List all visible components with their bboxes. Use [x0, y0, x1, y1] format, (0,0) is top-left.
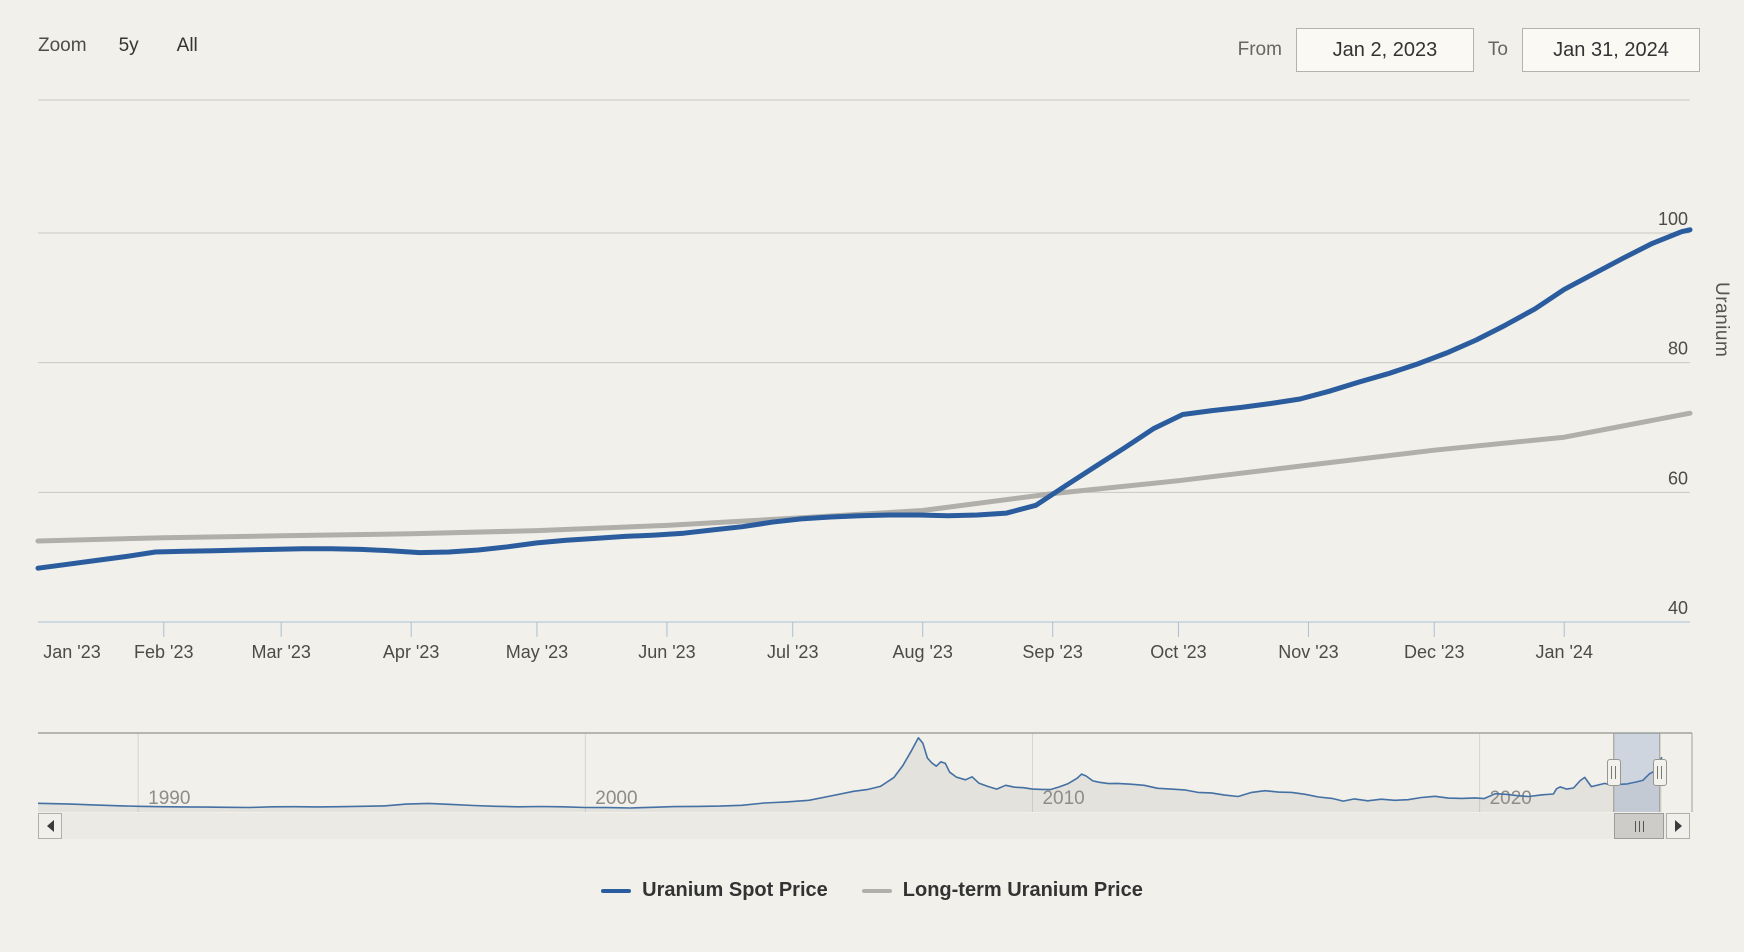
x-axis-label: Apr '23 [383, 642, 439, 662]
legend: Uranium Spot Price Long-term Uranium Pri… [0, 879, 1744, 902]
plot-area[interactable] [38, 100, 1690, 622]
x-axis-label: Jun '23 [638, 642, 695, 662]
x-axis-label: Sep '23 [1022, 642, 1083, 662]
legend-line-swatch-blue [601, 888, 632, 893]
from-label: From [1237, 39, 1282, 60]
date-range-controls: From Jan 2, 2023 To Jan 31, 2024 [1238, 28, 1700, 72]
arrow-left-icon [46, 820, 54, 832]
x-axis-label: Feb '23 [134, 642, 193, 662]
navigator-right-handle[interactable] [1652, 759, 1667, 786]
x-axis-label: Oct '23 [1150, 642, 1206, 662]
to-date-value: Jan 31, 2024 [1553, 38, 1669, 61]
zoom-label: Zoom [38, 35, 87, 56]
to-date-input[interactable]: Jan 31, 2024 [1522, 28, 1700, 72]
navigator-area-fill [38, 737, 1662, 812]
x-axis-label: Dec '23 [1404, 642, 1464, 662]
scrollbar-right-button[interactable] [1666, 813, 1690, 839]
legend-label: Long-term Uranium Price [902, 879, 1143, 901]
navigator-year-label: 2000 [595, 788, 637, 809]
scrollbar-left-button[interactable] [38, 813, 62, 839]
x-axis-label: Aug '23 [892, 642, 953, 662]
x-axis-label: Jan '23 [43, 642, 100, 662]
y-axis-label: 40 [1668, 598, 1688, 618]
x-axis-label: Jan '24 [1535, 642, 1592, 662]
legend-line-swatch-gray [861, 888, 892, 893]
scrollbar-track[interactable] [62, 813, 1666, 839]
arrow-right-icon [1674, 820, 1682, 832]
y-axis-label: 100 [1658, 209, 1688, 229]
legend-item-longterm-price[interactable]: Long-term Uranium Price [861, 879, 1143, 902]
x-axis-label: Mar '23 [251, 642, 310, 662]
spot-price-line [35, 227, 1693, 571]
legend-item-spot-price[interactable]: Uranium Spot Price [601, 879, 828, 902]
y-axis-title: Uranium [1711, 282, 1732, 358]
y-axis-label: 60 [1668, 468, 1688, 488]
navigator-selected-range[interactable] [1613, 733, 1660, 812]
zoom-5y-button[interactable]: 5y [113, 33, 145, 59]
navigator-year-label: 2010 [1042, 788, 1084, 809]
range-selector: Zoom 5y All [38, 33, 204, 59]
navigator-year-label: 1990 [148, 788, 190, 809]
to-label: To [1487, 39, 1508, 60]
navigator-series-line [37, 736, 1663, 809]
from-date-input[interactable]: Jan 2, 2023 [1295, 28, 1474, 72]
navigator-left-handle[interactable] [1606, 759, 1621, 786]
x-axis-label: Nov '23 [1278, 642, 1338, 662]
zoom-all-button[interactable]: All [171, 33, 204, 59]
from-date-value: Jan 2, 2023 [1332, 38, 1438, 61]
scrollbar-thumb[interactable] [1614, 813, 1664, 839]
x-axis-label: May '23 [506, 642, 568, 662]
legend-label: Uranium Spot Price [642, 879, 828, 901]
y-axis-label: 80 [1668, 339, 1688, 359]
x-axis-label: Jul '23 [767, 642, 818, 662]
